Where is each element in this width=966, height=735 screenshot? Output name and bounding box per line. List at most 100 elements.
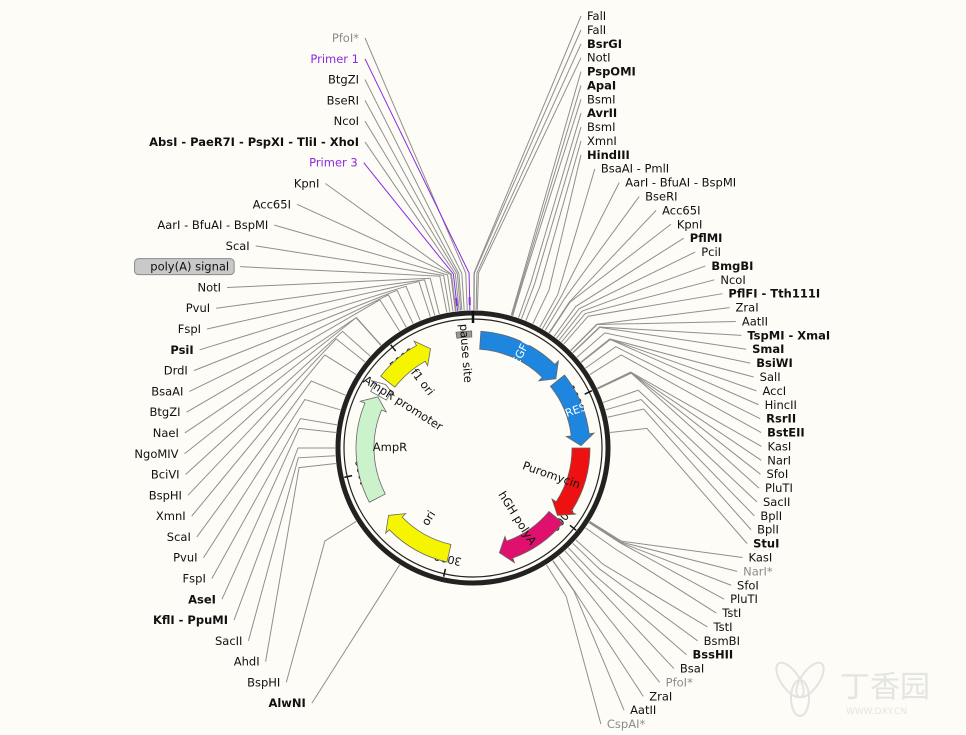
label-leader: [199, 285, 421, 351]
label-leader: [255, 245, 451, 313]
site-label: FspI: [183, 571, 206, 585]
site-label: PflFI - Tth111I: [728, 287, 820, 301]
feature-ampr: [355, 396, 388, 503]
site-label: NotI: [198, 280, 222, 294]
site-label: BmgBI: [711, 259, 753, 273]
site-label: FalI: [587, 9, 606, 23]
site-label: NarI*: [743, 564, 773, 578]
label-leader: [364, 141, 460, 311]
site-label: AarI - BfuAI - BspMI: [157, 218, 268, 232]
site-label: AatII: [742, 314, 768, 328]
label-leader: [597, 372, 761, 475]
site-label: BspHI: [247, 675, 280, 689]
label-leader: [475, 43, 582, 311]
label-leader: [561, 279, 715, 343]
label-leader: [211, 418, 338, 579]
primer-site-mark: [455, 297, 458, 307]
label-leader: [521, 126, 582, 319]
site-label: SmaI: [752, 342, 784, 356]
label-leader: [285, 520, 357, 683]
label-leader-lines: [184, 15, 762, 725]
site-label: FspI: [178, 322, 201, 336]
label-leader: [580, 338, 759, 406]
site-label: BsaI: [680, 662, 704, 676]
site-label: SacII: [763, 495, 790, 509]
site-label: AhdI: [234, 655, 260, 669]
label-leader: [233, 447, 335, 621]
feature-hgh-polya: [498, 510, 564, 564]
site-label: XmnI: [587, 134, 617, 148]
label-leader: [570, 307, 730, 351]
site-label: KasI: [749, 551, 773, 565]
site-label: NaeI: [153, 426, 179, 440]
label-leader: [185, 330, 371, 475]
site-label: AatII: [630, 703, 656, 717]
label-leader: [532, 154, 582, 324]
site-label: NarI: [767, 453, 791, 467]
site-label: FalI: [587, 23, 606, 37]
label-leader: [589, 520, 743, 558]
label-leader: [206, 280, 431, 330]
label-leader: [545, 564, 602, 725]
site-label: ScaI: [226, 239, 250, 253]
label-leader: [196, 380, 346, 538]
site-label: PvuI: [173, 551, 197, 565]
label-leader: [605, 398, 755, 517]
watermark-logo-icon: [775, 661, 825, 717]
label-leader: [570, 320, 736, 351]
site-label: KpnI: [294, 177, 320, 191]
site-label: Acc65I: [662, 203, 700, 217]
site-label: BsmBI: [704, 634, 740, 648]
tick-mark: [584, 390, 593, 395]
site-label: DrdI: [164, 364, 188, 378]
site-label: KflI - PpuMI: [153, 613, 228, 627]
site-label: PfoI*: [332, 31, 359, 45]
label-leader: [588, 522, 732, 586]
label-leader: [589, 521, 738, 572]
tag-label: poly(A) signal: [150, 260, 229, 274]
site-label: BsrGI: [587, 37, 622, 51]
feature-ires: [549, 374, 596, 447]
site-label: BspHI: [149, 488, 182, 502]
label-leader: [576, 332, 751, 364]
label-leader: [510, 71, 582, 316]
feature-puromycin: [551, 447, 591, 516]
label-leader: [193, 289, 414, 372]
label-leader: [189, 294, 407, 392]
label-leader: [512, 99, 582, 316]
label-leader: [585, 346, 761, 420]
site-label: Primer 1: [310, 52, 359, 66]
label-leader: [563, 293, 723, 345]
label-leader: [240, 266, 448, 313]
label-leader: [216, 279, 436, 316]
label-leader: [221, 427, 336, 600]
site-label: AbsI - PaeR7I - PspXI - TliI - XhoI: [149, 135, 359, 149]
site-label: NcoI: [334, 114, 359, 128]
label-leader: [544, 196, 640, 331]
feature-label: f1 ori: [408, 366, 437, 398]
site-label: RsrII: [766, 412, 796, 426]
label-leader: [585, 527, 717, 614]
feature-ori: [385, 513, 452, 563]
label-leader: [588, 522, 725, 600]
site-label: CspAI*: [607, 717, 646, 731]
label-leader: [542, 182, 620, 329]
label-leader: [575, 539, 708, 628]
poly-a-signal-tag: poly(A) signal: [134, 258, 235, 276]
site-label: ZraI: [649, 689, 672, 703]
label-leader: [564, 550, 675, 669]
label-leader: [539, 168, 596, 328]
site-label: BseRI: [327, 93, 359, 107]
label-leader: [552, 560, 625, 711]
site-label: PspOMI: [587, 65, 636, 79]
tick-mark: [442, 568, 447, 577]
site-label: AvrII: [587, 106, 617, 120]
label-leader: [589, 354, 762, 433]
site-label: PluTI: [730, 592, 758, 606]
label-leader: [597, 372, 760, 489]
site-label: PciI: [701, 245, 721, 259]
watermark-text: 丁香园: [840, 670, 930, 705]
site-label: SfoI: [766, 467, 788, 481]
label-leader: [311, 564, 401, 704]
label-leader: [325, 183, 457, 312]
